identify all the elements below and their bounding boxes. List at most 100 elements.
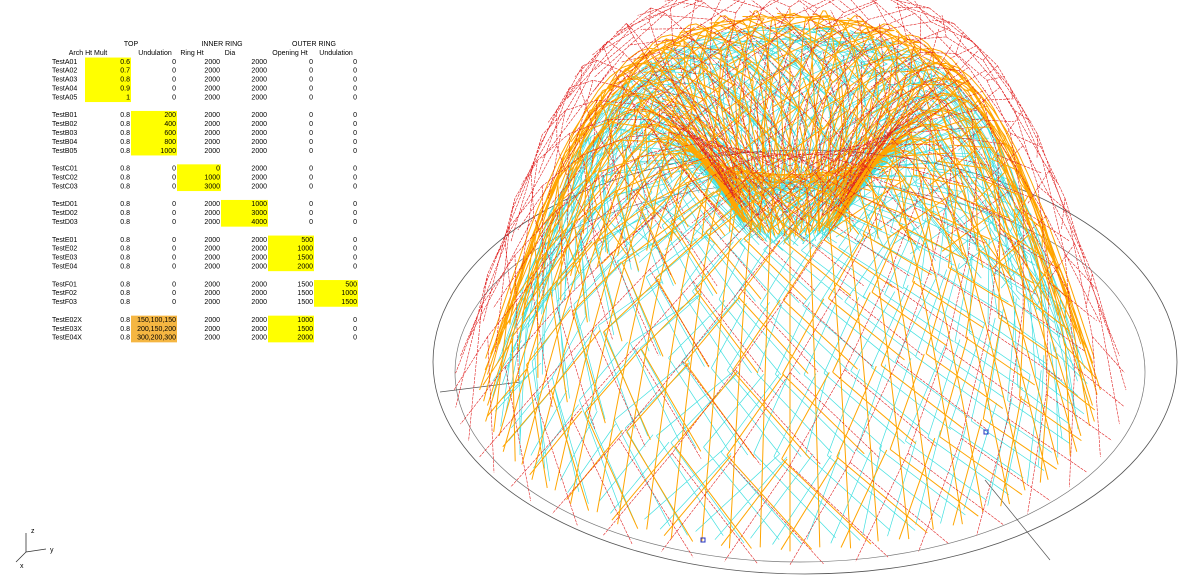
cell: 0: [353, 175, 357, 182]
row-name: TestD03: [52, 219, 78, 226]
cell: 0.7: [120, 68, 130, 75]
cell: 0: [172, 290, 176, 297]
cell: 0.8: [120, 317, 130, 324]
cell: 0: [309, 121, 313, 128]
wire-red: [453, 0, 1127, 565]
cell: 0: [216, 166, 220, 173]
cell: 2000: [251, 326, 267, 333]
cell: 2000: [251, 183, 267, 190]
cell: 2000: [297, 335, 313, 342]
cell: 2000: [251, 299, 267, 306]
control-point: [700, 537, 706, 543]
cell: 0: [172, 210, 176, 217]
cell: 2000: [204, 317, 220, 324]
cell: 2000: [204, 246, 220, 253]
cell: 1500: [297, 326, 313, 333]
cell: 2000: [204, 299, 220, 306]
group-header: OUTER RING: [292, 41, 336, 48]
cell: 2000: [204, 281, 220, 288]
row-name: TestB05: [52, 148, 77, 155]
row-name: TestB03: [52, 130, 77, 137]
cell: 0.8: [120, 290, 130, 297]
cell: 0: [353, 148, 357, 155]
cell: 2000: [204, 326, 220, 333]
cell: 0: [353, 68, 357, 75]
cell: 0: [353, 183, 357, 190]
cell: 0: [172, 281, 176, 288]
cell: 0: [172, 175, 176, 182]
row-name: TestE03: [52, 255, 77, 262]
cell: 1000: [251, 201, 267, 208]
ground-line: [984, 479, 1051, 561]
cell: 0: [353, 112, 357, 119]
column-header: Ring Ht: [180, 50, 203, 57]
cell: 1: [126, 94, 130, 101]
cell: 2000: [251, 148, 267, 155]
highlight-cell: [268, 235, 314, 272]
cell: 0: [172, 77, 176, 84]
row-name: TestB01: [52, 112, 77, 119]
highlight-cell: [268, 315, 314, 343]
cell: 0: [309, 68, 313, 75]
cell: 0: [172, 255, 176, 262]
cell: 0: [172, 94, 176, 101]
row-name: TestA03: [52, 77, 77, 84]
cell: 300,200,300: [137, 335, 176, 342]
cell: 2000: [251, 130, 267, 137]
cell: 0: [353, 166, 357, 173]
cell: 2000: [251, 246, 267, 253]
cell: 400: [164, 121, 176, 128]
cell: 0.8: [120, 264, 130, 271]
cell: 200: [164, 112, 176, 119]
cell: 2000: [204, 335, 220, 342]
cell: 0: [309, 77, 313, 84]
cell: 500: [345, 281, 357, 288]
axis-label: z: [31, 528, 35, 535]
cell: 0.8: [120, 246, 130, 253]
cell: 0.8: [120, 237, 130, 244]
cell: 0.8: [120, 139, 130, 146]
cell: 2000: [251, 237, 267, 244]
row-name: TestE03X: [52, 326, 82, 333]
column-header: Undulation: [138, 50, 172, 57]
cell: 0.8: [120, 281, 130, 288]
cell: 0: [172, 59, 176, 66]
cell: 1000: [297, 317, 313, 324]
row-name: TestA05: [52, 94, 77, 101]
cell: 3000: [204, 183, 220, 190]
highlight-cell: [131, 110, 177, 156]
cell: 200,150,200: [137, 326, 176, 333]
cell: 2000: [251, 281, 267, 288]
cell: 0: [309, 148, 313, 155]
cell: 500: [301, 237, 313, 244]
cell: 0: [353, 59, 357, 66]
cell: 0: [309, 59, 313, 66]
row-name: TestE02: [52, 246, 77, 253]
cell: 2000: [204, 210, 220, 217]
cell: 2000: [204, 139, 220, 146]
cell: 0: [353, 94, 357, 101]
cell: 0: [309, 112, 313, 119]
row-name: TestB02: [52, 121, 77, 128]
cell: 0: [353, 264, 357, 271]
cell: 2000: [204, 68, 220, 75]
axis-label: x: [20, 563, 24, 570]
cell: 0: [172, 264, 176, 271]
cell: 2000: [251, 166, 267, 173]
cell: 0: [172, 237, 176, 244]
cell: 0.8: [120, 255, 130, 262]
cell: 2000: [204, 121, 220, 128]
cell: 0: [353, 219, 357, 226]
cell: 0: [309, 139, 313, 146]
cell: 2000: [204, 59, 220, 66]
highlight-cell: [314, 280, 358, 307]
cell: 2000: [204, 86, 220, 93]
highlight-cell: [177, 164, 221, 192]
axis-gizmo: [15, 533, 47, 563]
cell: 0: [353, 139, 357, 146]
axis-label: y: [50, 547, 54, 554]
cell: 0: [172, 246, 176, 253]
cell: 0.6: [120, 59, 130, 66]
cell: 0: [353, 130, 357, 137]
